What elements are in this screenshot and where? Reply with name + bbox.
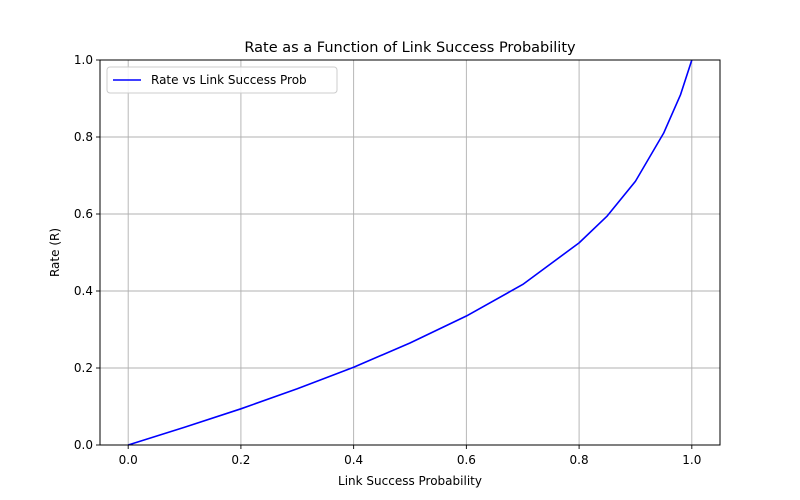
x-tick-label: 0.0 xyxy=(119,453,138,467)
y-tick-label: 0.2 xyxy=(74,361,93,375)
x-tick-label: 0.8 xyxy=(570,453,589,467)
y-axis-label: Rate (R) xyxy=(48,228,62,277)
y-tick-label: 0.8 xyxy=(74,130,93,144)
legend-label: Rate vs Link Success Prob xyxy=(151,73,307,87)
legend-box xyxy=(106,66,338,94)
chart-title: Rate as a Function of Link Success Proba… xyxy=(244,40,576,56)
grid-lines xyxy=(100,59,720,446)
y-tick-label: 0.6 xyxy=(74,207,93,221)
x-tick-label: 1.0 xyxy=(682,453,701,467)
x-tick-label: 0.6 xyxy=(457,453,476,467)
x-tick-label: 0.2 xyxy=(231,453,250,467)
y-tick-label: 0.0 xyxy=(74,438,93,452)
x-tick-label: 0.4 xyxy=(344,453,363,467)
y-tick-label: 0.4 xyxy=(74,284,93,298)
series-layer xyxy=(127,59,693,446)
x-axis-ticks: 0.0 0.2 0.4 0.6 0.8 1.0 xyxy=(119,445,701,467)
y-tick-label: 1.0 xyxy=(74,53,93,67)
y-axis-ticks: 0.0 0.2 0.4 0.6 0.8 1.0 xyxy=(74,53,100,452)
series-line xyxy=(127,59,693,446)
plot-area-frame xyxy=(99,59,721,446)
legend: Rate vs Link Success Prob xyxy=(106,66,338,94)
x-axis-label: Link Success Probability xyxy=(338,474,482,488)
